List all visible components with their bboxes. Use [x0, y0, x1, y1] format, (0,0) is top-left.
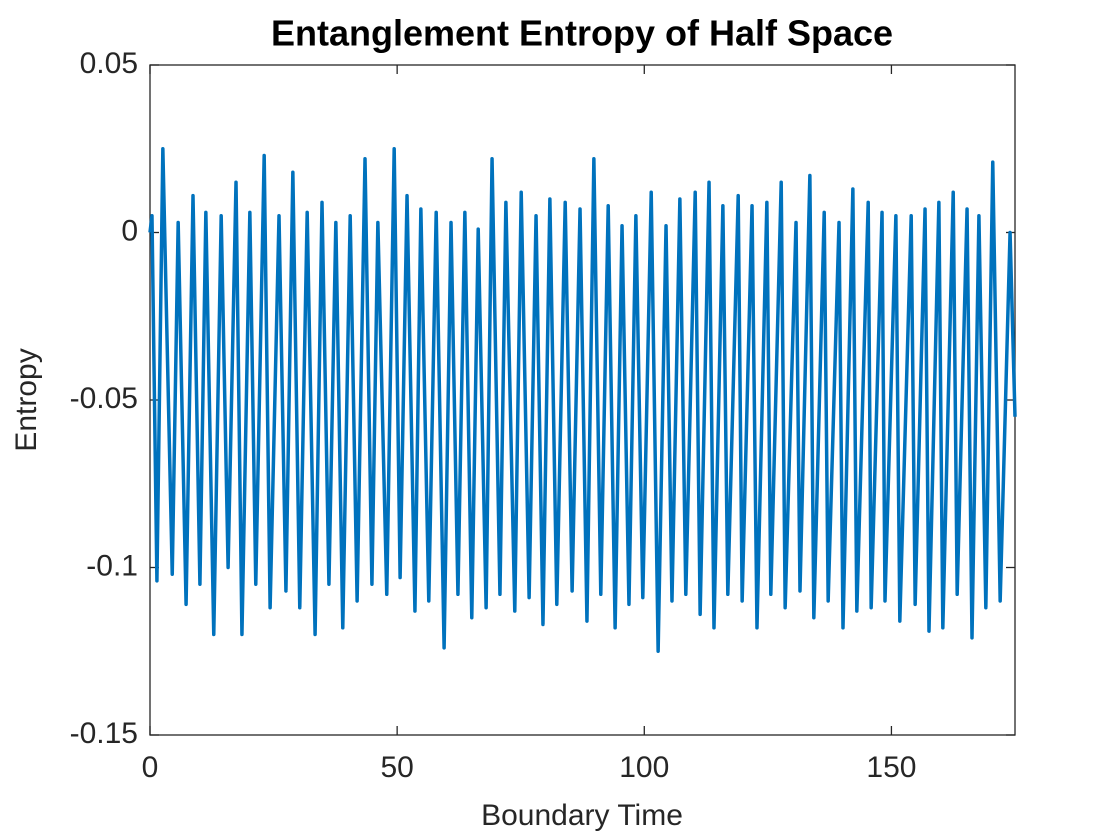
x-axis-label: Boundary Time	[481, 799, 683, 832]
y-tick-label: -0.15	[70, 717, 138, 750]
y-tick-label: 0	[121, 214, 138, 247]
x-tick-label: 50	[380, 751, 413, 784]
y-tick-label: 0.05	[80, 47, 138, 80]
x-tick-label: 0	[142, 751, 159, 784]
data-line	[148, 147, 1017, 653]
chart-title: Entanglement Entropy of Half Space	[271, 13, 893, 54]
x-tick-label: 150	[866, 751, 916, 784]
y-tick-label: -0.05	[70, 382, 138, 415]
y-axis-label: Entropy	[10, 348, 43, 451]
x-tick-label: 100	[619, 751, 669, 784]
y-tick-label: -0.1	[86, 549, 138, 582]
